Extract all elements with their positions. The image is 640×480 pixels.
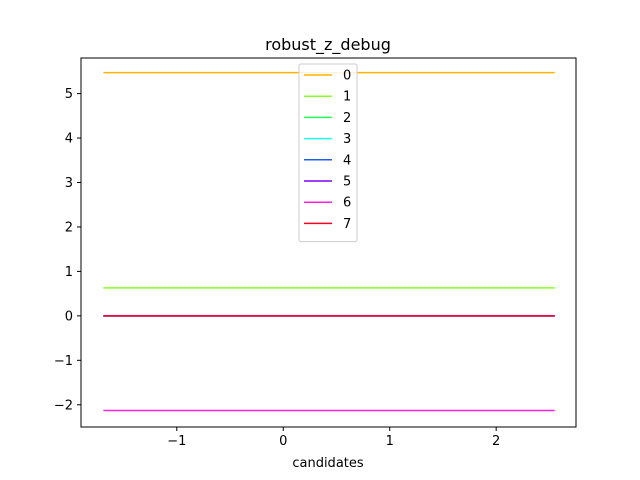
y-tick-label: 1: [65, 265, 73, 280]
x-tick-label: −1: [167, 434, 186, 449]
legend: 0 1 2 3 4 5 6 7: [298, 63, 358, 243]
legend-box: [298, 63, 358, 243]
legend-label-2: 2: [343, 111, 351, 126]
chart-title: robust_z_debug: [265, 35, 391, 55]
legend-label-3: 3: [343, 132, 351, 147]
plot-frame: [80, 57, 577, 428]
legend-label-5: 5: [343, 175, 351, 190]
legend-label-4: 4: [343, 153, 351, 168]
legend-label-6: 6: [343, 196, 351, 211]
legend-label-7: 7: [343, 217, 351, 232]
y-tick-label: 4: [65, 132, 73, 147]
y-tick-label: −1: [54, 354, 73, 369]
x-tick-label: 2: [492, 434, 500, 449]
legend-label-1: 1: [343, 90, 351, 105]
y-tick-label: 3: [65, 176, 73, 191]
y-tick-label: −2: [54, 398, 73, 413]
y-tick-label: 0: [65, 309, 73, 324]
x-tick-label: 1: [386, 434, 394, 449]
series-layer: [103, 71, 555, 412]
x-axis-label: candidates: [292, 456, 364, 471]
y-tick-label: 2: [65, 220, 73, 235]
axes-layer: −1 0 1 2 −2 −1 0 1 2 3 4 5: [54, 87, 500, 449]
legend-label-0: 0: [343, 69, 351, 84]
y-tick-label: 5: [65, 87, 73, 102]
x-tick-label: 0: [279, 434, 287, 449]
